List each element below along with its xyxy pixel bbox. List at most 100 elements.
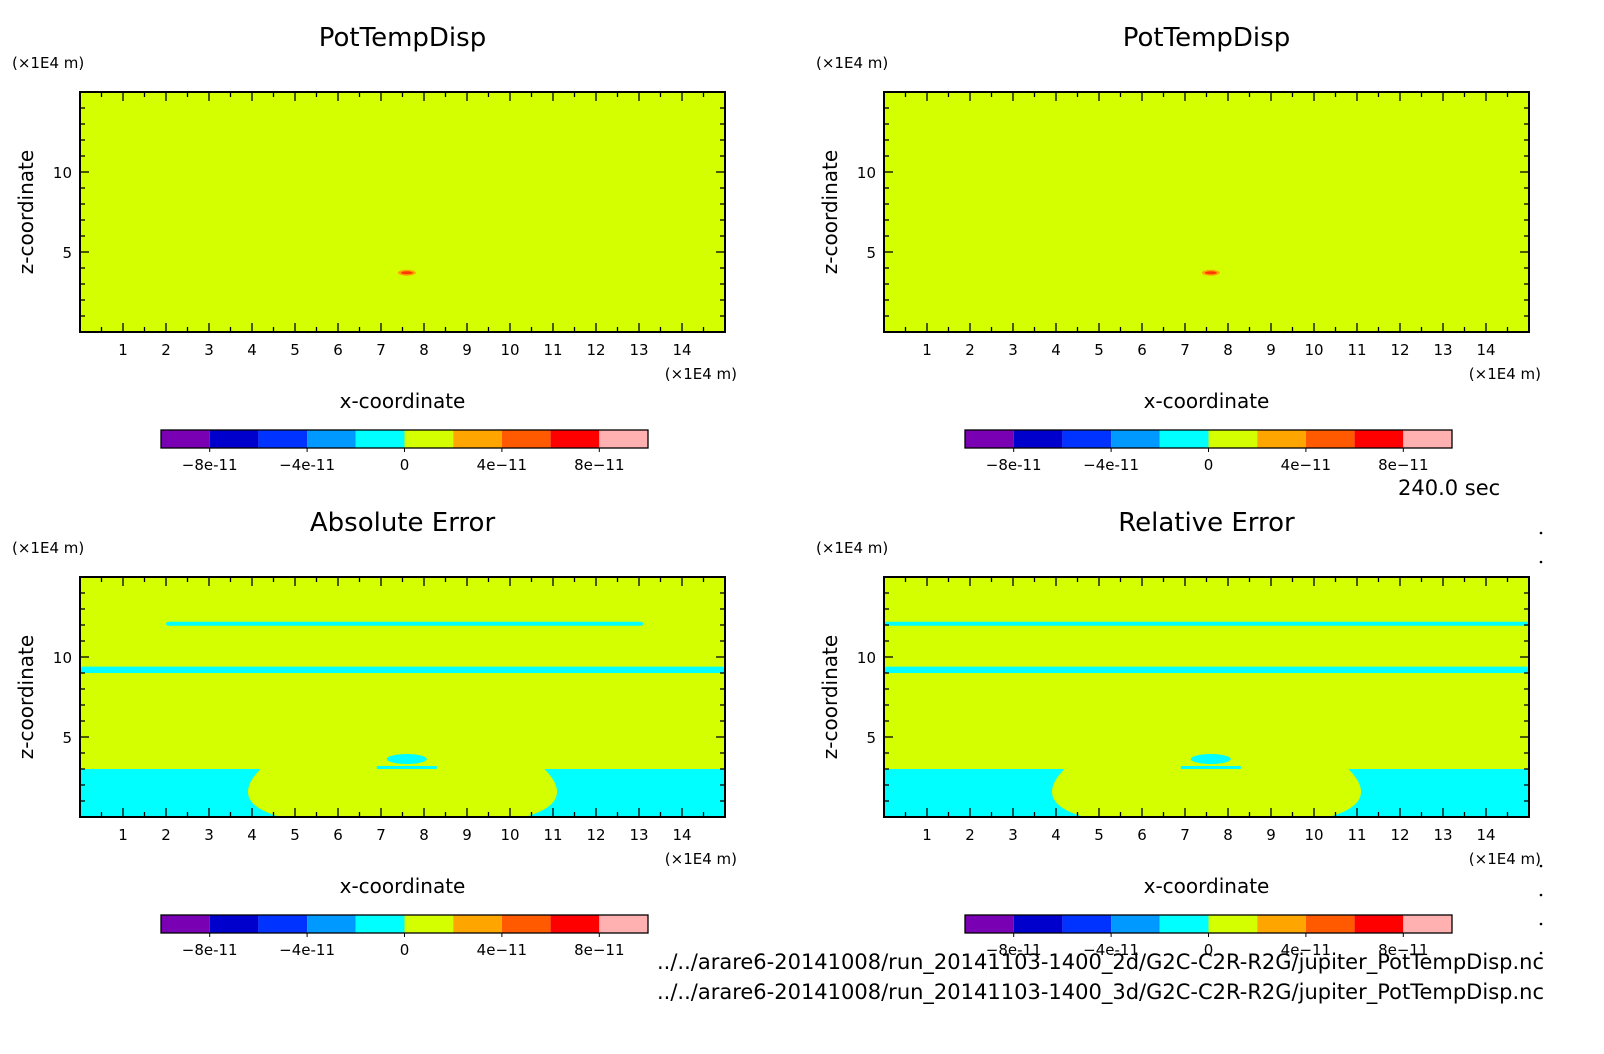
colorbar-tick-label: 0 [1204, 456, 1214, 474]
colorbar-tick-label: 0 [400, 941, 410, 959]
x-tick-label: 9 [462, 341, 472, 359]
colorbar-swatch [258, 430, 308, 448]
colorbar-swatch [1305, 430, 1355, 448]
x-tick-label: 6 [1137, 826, 1147, 844]
x-tick-label: 3 [1008, 341, 1018, 359]
colorbar-tick-label: 4e−11 [477, 941, 527, 959]
y-unit-label: (×1E4 m) [816, 54, 888, 72]
field-band [884, 621, 1529, 626]
colorbar-swatch [1111, 430, 1160, 448]
colorbar-tick-label: −4e-11 [279, 941, 335, 959]
x-tick-label: 9 [1266, 826, 1276, 844]
colorbar-swatch [307, 915, 356, 933]
x-tick-label: 4 [247, 341, 257, 359]
x-tick-label: 7 [376, 341, 386, 359]
dome-line [1180, 766, 1241, 769]
colorbar-swatch [453, 430, 502, 448]
margin-dot [1539, 531, 1543, 535]
colorbar-swatch [1013, 915, 1063, 933]
x-tick-label: 1 [118, 826, 128, 844]
panel-title: Relative Error [1118, 508, 1295, 538]
margin-dot [1539, 893, 1543, 897]
positive-blob-core [1204, 271, 1217, 275]
y-unit-label: (×1E4 m) [816, 539, 888, 557]
dome-line [376, 766, 437, 769]
x-tick-label: 7 [1180, 826, 1190, 844]
colorbar-tick-label: −8e-11 [182, 941, 238, 959]
x-tick-label: 12 [586, 826, 605, 844]
x-tick-label: 2 [965, 341, 975, 359]
y-unit-label: (×1E4 m) [12, 539, 84, 557]
x-tick-label: 5 [1094, 826, 1104, 844]
x-tick-label: 5 [290, 826, 300, 844]
colorbar: −8e-11 −4e-11 0 4e−11 8e−11 [964, 914, 1453, 959]
colorbar-swatch [209, 430, 259, 448]
colorbar-tick-label: 8e−11 [1378, 941, 1428, 959]
colorbar-swatch [1062, 915, 1112, 933]
colorbar: −8e-11 −4e-11 0 4e−11 8e−11 [160, 429, 649, 474]
field-band [884, 666, 1529, 673]
x-tick-label: 5 [1094, 341, 1104, 359]
x-tick-label: 7 [1180, 341, 1190, 359]
x-tick-label: 5 [290, 341, 300, 359]
y-axis-label: z-coordinate [818, 150, 842, 274]
x-tick-label: 13 [629, 341, 648, 359]
x-tick-label: 10 [500, 826, 519, 844]
colorbar-swatch [599, 915, 648, 933]
colorbar-tick-label: 8e−11 [574, 456, 624, 474]
margin-dot [1539, 951, 1543, 955]
colorbar-swatch [307, 430, 356, 448]
margin-dot [1539, 560, 1543, 564]
y-axis-label: z-coordinate [818, 635, 842, 759]
x-tick-label: 13 [629, 826, 648, 844]
lower-dome [1051, 769, 1362, 817]
colorbar-tick-label: −8e-11 [986, 941, 1042, 959]
x-tick-label: 8 [419, 341, 429, 359]
x-unit-label: (×1E4 m) [1469, 850, 1541, 868]
colorbar-swatch [1111, 915, 1160, 933]
colorbar-swatch [258, 915, 308, 933]
x-tick-label: 11 [1347, 826, 1366, 844]
y-tick-label: 10 [53, 164, 72, 182]
colorbar-swatch [1208, 915, 1258, 933]
y-tick-label: 5 [866, 729, 876, 747]
colorbar-tick-label: 4e−11 [1281, 941, 1331, 959]
colorbar-swatch [965, 915, 1014, 933]
colorbar-swatch [1354, 430, 1404, 448]
x-tick-label: 12 [1390, 341, 1409, 359]
time-label: 240.0 sec [1398, 476, 1501, 500]
panel-2: PotTempDisp(×1E4 m)1 2 3 4 5 6 7 8 9 10 11 12 13 14(×… [816, 23, 1541, 474]
y-tick-label: 5 [62, 729, 72, 747]
colorbar-swatch [1257, 915, 1306, 933]
colorbar-swatch [453, 915, 502, 933]
x-tick-label: 6 [333, 826, 343, 844]
y-tick-label: 5 [62, 244, 72, 262]
x-tick-label: 3 [204, 341, 214, 359]
x-tick-label: 6 [1137, 341, 1147, 359]
colorbar-swatch [1208, 430, 1258, 448]
x-tick-label: 3 [204, 826, 214, 844]
colorbar-tick-label: −4e-11 [279, 456, 335, 474]
x-tick-label: 4 [247, 826, 257, 844]
colorbar-tick-label: 4e−11 [477, 456, 527, 474]
x-tick-label: 2 [965, 826, 975, 844]
colorbar-swatch [1013, 430, 1063, 448]
colorbar-swatch [1403, 430, 1452, 448]
x-tick-label: 8 [419, 826, 429, 844]
x-tick-label: 14 [1476, 826, 1495, 844]
x-tick-label: 11 [543, 341, 562, 359]
panel-title: PotTempDisp [1123, 23, 1290, 53]
colorbar-swatch [501, 430, 551, 448]
colorbar: −8e-11 −4e-11 0 4e−11 8e−11 [964, 429, 1453, 474]
field-band [166, 621, 644, 626]
colorbar-swatch [1159, 430, 1209, 448]
y-axis-label: z-coordinate [14, 635, 38, 759]
colorbar-tick-label: 0 [1204, 941, 1214, 959]
colorbar-swatch [599, 430, 648, 448]
x-unit-label: (×1E4 m) [665, 850, 737, 868]
x-tick-label: 1 [922, 341, 932, 359]
x-tick-label: 2 [161, 341, 171, 359]
colorbar-swatch [1062, 430, 1112, 448]
dome-cap [1190, 754, 1231, 764]
